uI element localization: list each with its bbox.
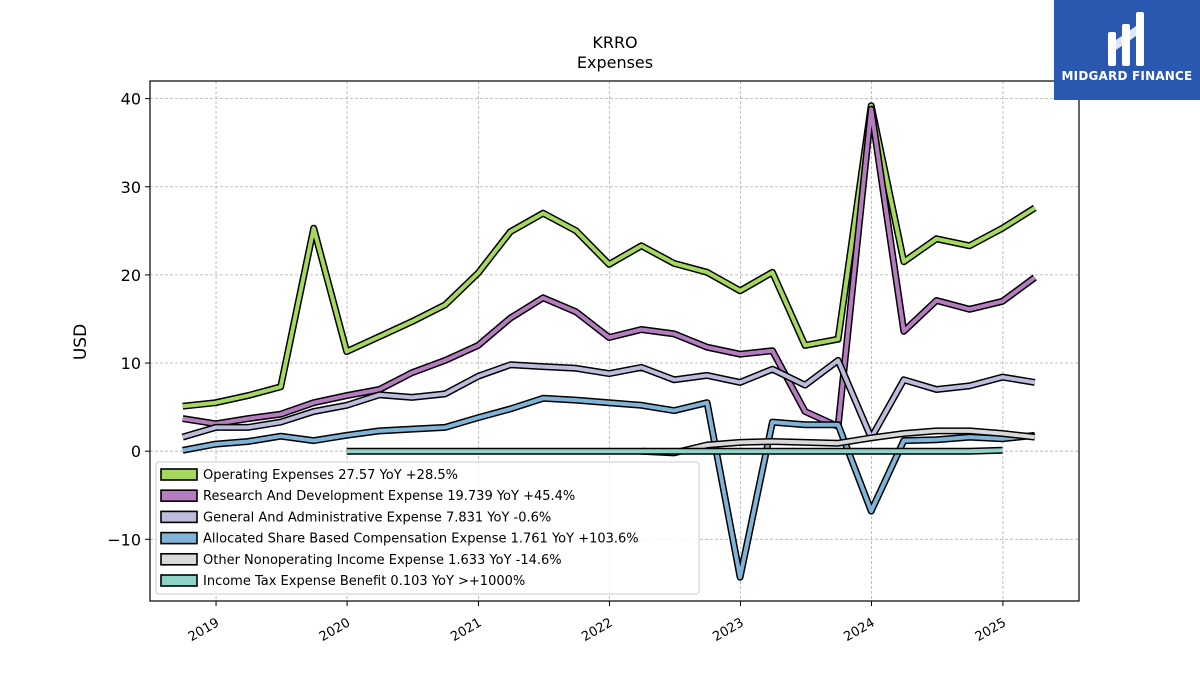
- series-line-1: [182, 105, 1037, 430]
- series-stroke: [641, 428, 1036, 455]
- y-tick-label: 0: [131, 442, 141, 461]
- series-line-0: [182, 102, 1037, 410]
- series-lines: [181, 102, 1037, 581]
- legend-entry: Other Nonoperating Income Expense 1.633 …: [160, 552, 562, 568]
- series-stroke: [182, 396, 1036, 580]
- chart-subtitle: Expenses: [577, 53, 653, 72]
- legend-entry: General And Administrative Expense 7.831…: [160, 510, 551, 525]
- legend-label: Operating Expenses 27.57 YoY +28.5%: [203, 468, 458, 483]
- y-tick-label: 30: [121, 178, 141, 197]
- legend-entry: Allocated Share Based Compensation Expen…: [160, 531, 639, 547]
- x-tick-label: 2021: [448, 615, 484, 645]
- y-tick-label: 10: [121, 354, 141, 373]
- series-line-2: [181, 356, 1036, 442]
- y-tick-label: 20: [121, 266, 141, 285]
- x-tick-label: 2024: [841, 615, 877, 645]
- plot-frame: [149, 80, 1080, 602]
- midgard-logo-icon: [1108, 12, 1144, 66]
- series-stroke: [182, 107, 1036, 429]
- legend-label: Other Nonoperating Income Expense 1.633 …: [203, 553, 562, 568]
- y-axis-label: USD: [71, 324, 91, 360]
- legend-entry: Research And Development Expense 19.739 …: [160, 489, 575, 504]
- legend-swatch: [160, 531, 198, 545]
- legend-swatch: [160, 489, 198, 503]
- series-stroke: [182, 103, 1036, 409]
- x-tick-label: 2022: [579, 615, 615, 645]
- x-tick-label: 2023: [710, 615, 746, 645]
- legend-label: Research And Development Expense 19.739 …: [203, 489, 575, 504]
- series-stroke: [182, 358, 1036, 440]
- y-axis: −10 0 10 20 30 40: [107, 90, 150, 549]
- legend-box: [155, 461, 700, 595]
- y-tick-label: 40: [121, 90, 141, 109]
- x-axis: 2019 2020 2021 2022 2023 2024 2025: [186, 601, 1009, 645]
- x-tick-label: 2020: [317, 615, 353, 645]
- x-tick-label: 2019: [186, 615, 222, 645]
- legend-entry: Income Tax Expense Benefit 0.103 YoY >+1…: [160, 574, 525, 589]
- brand-name: MIDGARD FINANCE: [1061, 69, 1193, 83]
- legend-swatch: [160, 468, 198, 481]
- legend-label: Allocated Share Based Compensation Expen…: [203, 532, 639, 547]
- brand-logo: MIDGARD FINANCE: [1054, 0, 1200, 100]
- legend-swatch: [160, 552, 198, 566]
- legend-entry: Operating Expenses 27.57 YoY +28.5%: [160, 468, 458, 483]
- chart-title: KRRO: [592, 33, 637, 52]
- y-tick-label: −10: [107, 530, 141, 549]
- legend-label: General And Administrative Expense 7.831…: [203, 510, 551, 525]
- series-stroke: [346, 448, 1003, 454]
- x-tick-label: 2025: [973, 615, 1009, 645]
- legend-label: Income Tax Expense Benefit 0.103 YoY >+1…: [203, 574, 525, 589]
- series-line-5: [346, 446, 1003, 455]
- series-line-3: [182, 394, 1036, 581]
- series-line-4: [641, 427, 1036, 457]
- legend-swatch: [160, 510, 198, 524]
- legend-swatch: [160, 574, 198, 587]
- legend: Operating Expenses 27.57 YoY +28.5% Resea…: [155, 461, 700, 595]
